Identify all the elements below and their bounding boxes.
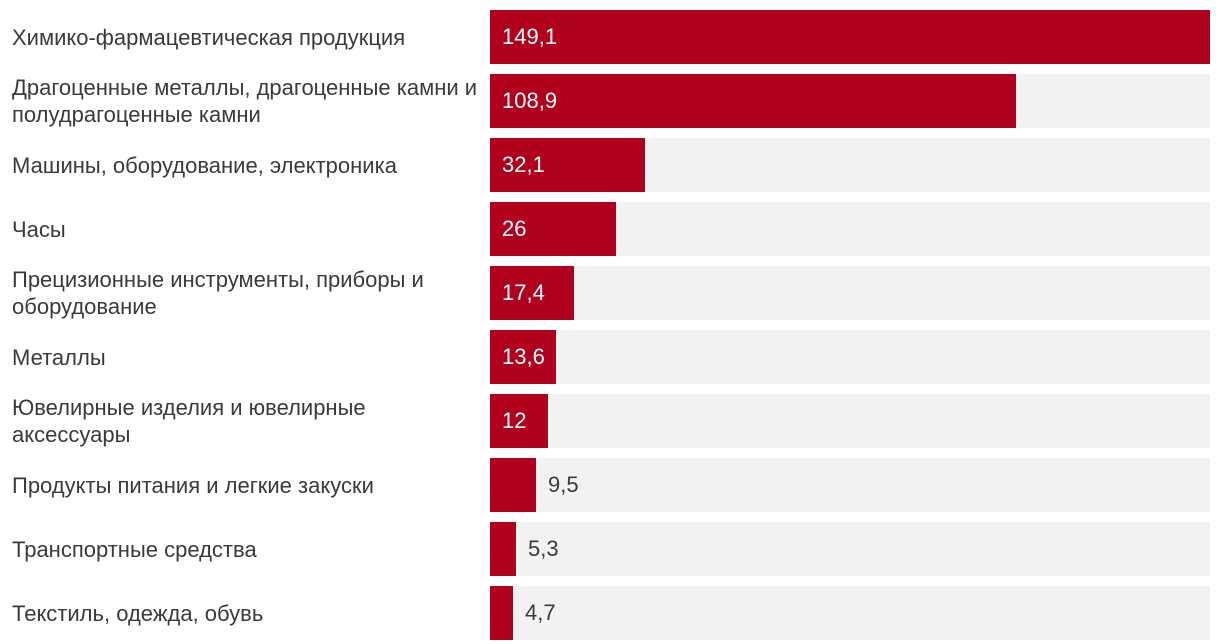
chart-row: Ювелирные изделия и ювелирные аксессуары… — [0, 394, 1220, 448]
category-label: Продукты питания и легкие закуски — [12, 472, 374, 498]
category-label: Химико-фармацевтическая продукция — [12, 24, 406, 50]
value-label: 13,6 — [502, 344, 545, 369]
chart-row: Химико-фармацевтическая продукция 149,1 — [0, 10, 1220, 64]
bar-track: 108,9 — [490, 74, 1210, 128]
bar — [490, 330, 556, 384]
bar — [490, 586, 513, 640]
bar — [490, 138, 645, 192]
category-label: Транспортные средства — [12, 536, 257, 562]
category-label: Ювелирные изделия и ювелирные аксессуары — [12, 395, 366, 447]
bar-track: 9,5 — [490, 458, 1210, 512]
bar-track: 13,6 — [490, 330, 1210, 384]
value-label: 108,9 — [502, 88, 558, 113]
chart-row: Прецизионные инструменты, приборы и обор… — [0, 266, 1220, 320]
category-label: Текстиль, одежда, обувь — [12, 600, 264, 626]
bar — [490, 394, 548, 448]
bar-track: 32,1 — [490, 138, 1210, 192]
value-label: 17,4 — [502, 280, 545, 305]
value-label: 9,5 — [548, 472, 579, 497]
value-label: 149,1 — [502, 24, 558, 49]
category-label: Часы — [12, 216, 66, 242]
chart-row: Текстиль, одежда, обувь 4,7 — [0, 586, 1220, 640]
category-label: Машины, оборудование, электроника — [12, 152, 397, 178]
bar-track: 149,1 — [490, 10, 1210, 64]
bar-track: 5,3 — [490, 522, 1210, 576]
chart-row: Часы 26 — [0, 202, 1220, 256]
bar-track: 4,7 — [490, 586, 1210, 640]
bar-track: 26 — [490, 202, 1210, 256]
bar — [490, 266, 574, 320]
bar — [490, 202, 616, 256]
value-label: 26 — [502, 216, 527, 241]
value-label: 5,3 — [528, 536, 559, 561]
chart-row: Металлы 13,6 — [0, 330, 1220, 384]
bar-track: 12 — [490, 394, 1210, 448]
bar — [490, 522, 516, 576]
bar — [490, 458, 536, 512]
category-label: Прецизионные инструменты, приборы и обор… — [12, 267, 424, 319]
bar-track: 17,4 — [490, 266, 1210, 320]
category-label: Драгоценные металлы, драгоценные камни и… — [12, 75, 478, 127]
chart-row: Продукты питания и легкие закуски 9,5 — [0, 458, 1220, 512]
bar — [490, 74, 1016, 128]
category-label: Металлы — [12, 344, 106, 370]
bar — [490, 10, 1210, 64]
value-label: 4,7 — [525, 600, 556, 625]
value-label: 32,1 — [502, 152, 545, 177]
chart-row: Драгоценные металлы, драгоценные камни и… — [0, 74, 1220, 128]
chart-row: Машины, оборудование, электроника 32,1 — [0, 138, 1220, 192]
value-label: 12 — [502, 408, 527, 433]
chart-row: Транспортные средства 5,3 — [0, 522, 1220, 576]
